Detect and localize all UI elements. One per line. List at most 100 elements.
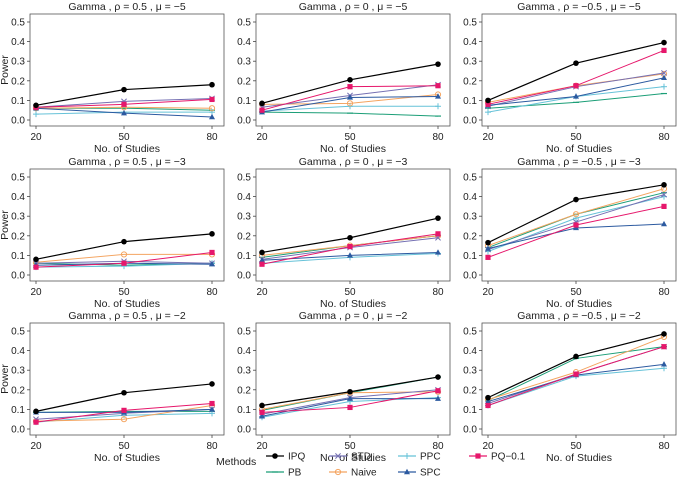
point-pq01 [435,83,441,89]
x-tick-label: 80 [658,132,670,143]
point-ipq [121,86,127,93]
x-tick-label: 80 [658,287,670,298]
point-pq01 [485,254,491,260]
point-spc [259,413,265,419]
x-tick-label: 20 [30,132,42,143]
point-naive [346,100,354,107]
legend-item-spc: SPC [398,468,441,479]
y-tick-label: 0.1 [11,96,25,107]
series-line-naive [35,106,213,109]
x-tick-label: 80 [432,441,444,452]
panel-2: Gamma , ρ = 0 , μ = −5 0.0 0.1 0.2 0.3 0.4 0.5… [237,1,451,155]
point-spc [209,261,215,267]
x-tick-label: 50 [118,132,130,143]
point-pq01 [259,409,265,415]
legend-item-pq01: PQ−0.1 [469,452,526,463]
panel-9: Gamma , ρ = −0.5 , μ = −2 0.0 0.1 0.2 0.3 0.4… [463,310,677,464]
y-tick-label: 0.1 [463,96,477,107]
point-pq01 [573,83,579,89]
x-axis-label: No. of Studies [94,143,160,155]
legend-marker [404,468,410,475]
point-spc [573,93,579,99]
point-ipq [347,388,353,395]
legend: Methods IPQ PB STD Naive PPC SPC PQ−0.1 [216,452,526,479]
y-tick-label: 0.0 [463,271,477,282]
x-tick-label: 50 [344,287,356,298]
point-spc [661,220,667,227]
point-pq01 [33,419,39,425]
y-tick-label: 0.4 [11,346,25,357]
y-tick-label: 0.3 [237,212,251,223]
point-spc [661,361,667,367]
legend-item-std: STD [329,452,371,463]
x-tick-label: 80 [432,287,444,298]
y-tick-label: 0.2 [237,231,251,242]
point-ipq [573,353,579,360]
point-spc [347,252,353,258]
point-spc [347,94,353,100]
point-ppc [661,83,667,90]
legend-label: PB [288,468,302,479]
point-ipq [435,374,441,380]
point-ipq [209,81,215,88]
panel-7: Gamma , ρ = 0.5 , μ = −2 0.0 0.1 0.2 0.3 0.4 0… [0,310,225,464]
y-tick-label: 0.2 [11,76,25,87]
x-tick-label: 20 [256,441,268,452]
point-std [661,70,667,76]
point-pq01 [33,264,39,270]
y-tick-label: 0.4 [463,346,477,357]
legend-label: Naive [351,468,377,479]
y-tick-label: 0.4 [11,192,25,203]
point-ipq [661,39,667,46]
point-ipq [33,102,39,109]
y-tick-label: 0.5 [11,327,25,338]
point-pq01 [259,261,265,267]
x-tick-label: 80 [206,287,218,298]
point-ppc [573,215,579,222]
point-ppc [485,109,491,116]
point-spc [661,74,667,81]
point-ipq [33,408,39,415]
y-tick-label: 0.3 [237,57,251,68]
x-tick-label: 50 [570,132,582,143]
point-ipq [485,97,491,104]
point-spc [435,395,441,401]
y-tick-label: 0.3 [11,57,25,68]
x-tick-label: 80 [658,441,670,452]
y-tick-label: 0.2 [11,231,25,242]
y-tick-label: 0.5 [11,173,25,184]
point-spc [435,93,441,99]
legend-marker [272,453,278,459]
point-pq01 [573,222,579,228]
x-tick-label: 20 [256,132,268,143]
point-spc [121,109,127,116]
y-tick-label: 0.2 [237,385,251,396]
point-naive [120,251,128,258]
x-axis-label: No. of Studies [546,143,612,155]
y-tick-label: 0.0 [463,116,477,127]
y-tick-label: 0.1 [237,405,251,416]
point-ppc [435,103,441,110]
y-tick-label: 0.3 [11,212,25,223]
point-ipq [661,182,667,188]
y-tick-label: 0.0 [11,425,25,436]
point-ipq [121,389,127,396]
point-spc [259,257,265,263]
series-line-naive [35,253,212,263]
y-tick-label: 0.5 [237,18,251,29]
x-tick-label: 20 [256,287,268,298]
legend-marker [334,468,342,476]
point-ipq [259,100,265,107]
x-tick-label: 20 [482,132,494,143]
y-tick-label: 0.4 [237,192,251,203]
point-pq01 [347,84,353,90]
panel-title: Gamma , ρ = 0 , μ = −3 [299,156,408,168]
panel-frame [481,322,677,436]
point-pq01 [573,371,579,377]
y-tick-label: 0.3 [463,212,477,223]
x-tick-label: 50 [570,441,582,452]
legend-marker [335,453,341,459]
point-pq01 [661,203,667,209]
x-tick-label: 50 [118,441,130,452]
y-tick-label: 0.1 [11,405,25,416]
